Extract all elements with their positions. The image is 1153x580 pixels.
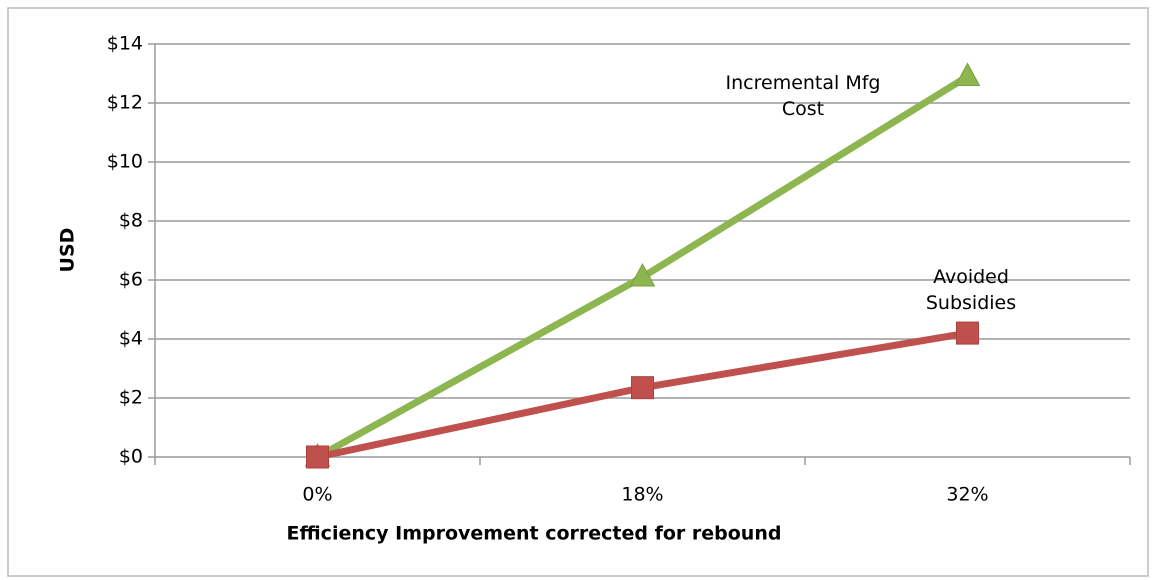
x-tick-label: 32% (946, 484, 988, 506)
marker (956, 321, 979, 345)
y-tick-label: $0 (119, 446, 143, 468)
x-axis-title: Efficiency Improvement corrected for reb… (287, 523, 782, 545)
y-tick-label: $2 (119, 387, 143, 409)
y-tick-label: $6 (119, 269, 143, 291)
y-tick-label: $12 (107, 92, 143, 114)
marker (954, 62, 981, 86)
marker (631, 376, 654, 400)
y-tick-label: $4 (119, 328, 143, 350)
x-tick-label: 0% (302, 484, 332, 506)
series-label: Incremental Mfg Cost (725, 72, 881, 120)
x-tick-label: 18% (621, 484, 663, 506)
y-tick-label: $14 (107, 33, 143, 55)
marker (629, 263, 656, 287)
marker (306, 445, 329, 469)
series-label: Avoided Subsidies (925, 266, 1017, 314)
y-tick-label: $8 (119, 210, 143, 232)
y-axis-title: USD (57, 228, 79, 273)
y-tick-label: $10 (107, 151, 143, 173)
